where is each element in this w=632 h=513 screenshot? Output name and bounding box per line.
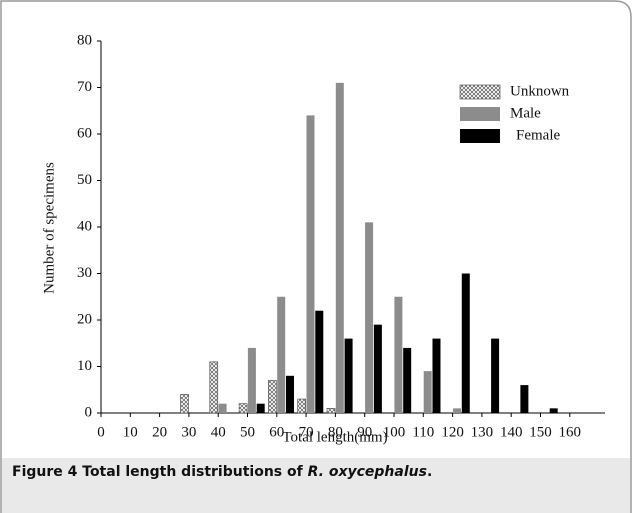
x-tick-label: 10 (123, 424, 138, 440)
bar (423, 371, 432, 413)
caption: Figure 4 Total length distributions of R… (12, 464, 432, 480)
legend-swatch (460, 129, 500, 143)
x-tick-label: 110 (412, 424, 434, 440)
y-tick-label: 10 (77, 358, 92, 374)
y-tick-label: 40 (77, 218, 92, 234)
bar (180, 394, 189, 414)
x-tick-label: 100 (383, 424, 406, 440)
caption-species: R. oxycephalus (308, 464, 427, 480)
bar (432, 338, 441, 413)
caption-label: Figure 4 (12, 464, 78, 480)
bar (268, 380, 277, 414)
x-tick-label: 130 (471, 424, 494, 440)
x-tick-label: 160 (559, 424, 582, 440)
caption-end: . (427, 464, 432, 480)
x-tick-label: 40 (211, 424, 226, 440)
bar (461, 273, 470, 413)
x-tick-label: 20 (152, 424, 167, 440)
x-tick-label: 0 (97, 424, 105, 440)
bar (315, 310, 324, 413)
bar (373, 324, 382, 413)
bar (277, 296, 286, 413)
bar (335, 82, 344, 413)
y-tick-label: 20 (77, 311, 92, 327)
bar (520, 385, 529, 413)
bar (297, 398, 307, 414)
caption-text: Total length distributions of (82, 464, 303, 480)
y-tick-label: 70 (77, 79, 92, 95)
bar (365, 222, 374, 413)
bar (452, 408, 461, 413)
x-tick-label: 80 (328, 424, 343, 440)
bar (247, 347, 256, 413)
bar (285, 375, 294, 413)
bar (256, 403, 265, 413)
x-tick-label: 50 (240, 424, 255, 440)
legend-label: Unknown (510, 83, 570, 99)
bar (306, 115, 315, 414)
bar (344, 338, 353, 413)
x-tick-label: 30 (181, 424, 196, 440)
x-axis-label: Total length(mm) (282, 429, 387, 445)
x-tick-label: 60 (269, 424, 284, 440)
bar (491, 338, 500, 413)
y-axis-label: Number of specimens (41, 162, 57, 294)
y-tick-label: 60 (77, 125, 92, 141)
caption-band (2, 458, 630, 513)
x-tick-label: 120 (441, 424, 464, 440)
bar (549, 408, 558, 413)
x-tick-label: 150 (529, 424, 552, 440)
bar (394, 296, 403, 413)
y-tick-label: 30 (77, 265, 92, 281)
legend-label: Female (516, 127, 560, 143)
y-tick-label: 50 (77, 172, 92, 188)
y-tick-label: 80 (77, 32, 92, 48)
bar (209, 361, 219, 414)
legend-swatch (460, 107, 500, 121)
x-tick-label: 90 (357, 424, 372, 440)
bar (326, 408, 336, 414)
bar (238, 403, 248, 414)
legend-swatch (459, 84, 501, 100)
legend-label: Male (510, 105, 541, 121)
bar (218, 403, 227, 413)
x-tick-label: 140 (500, 424, 523, 440)
x-tick-label: 70 (299, 424, 314, 440)
bar (403, 347, 412, 413)
y-tick-label: 0 (85, 404, 93, 420)
